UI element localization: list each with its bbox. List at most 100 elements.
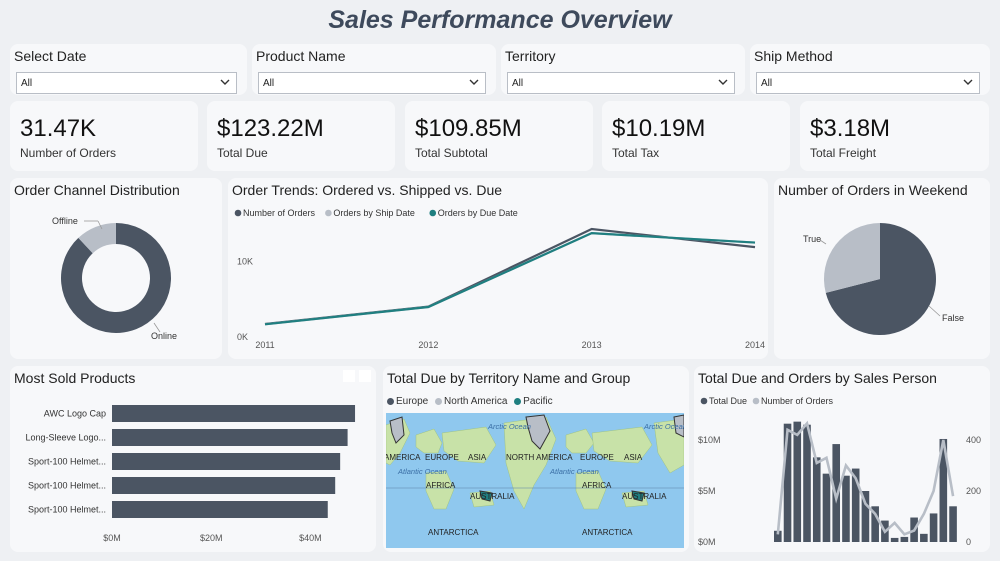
x-tick-label: 2013 (582, 340, 602, 350)
legend-label: Orders by Due Date (438, 208, 518, 218)
chart-title: Number of Orders in Weekend (778, 182, 968, 198)
slicer-product-name: Product Name All (252, 44, 496, 95)
map-label: Atlantic Ocean (549, 467, 599, 476)
kpi-label: Number of Orders (20, 146, 117, 160)
pie-chart[interactable]: False True (774, 178, 990, 359)
bar-chart[interactable]: AWC Logo Cap Long-Sleeve Logo... Sport-100… (10, 366, 376, 552)
continent (425, 470, 455, 510)
slice-label: False (942, 313, 964, 323)
bar (920, 533, 928, 542)
kpi-card-freight: $3.18M Total Freight (800, 101, 989, 171)
continent (591, 426, 653, 464)
x-tick-label: $40M (299, 533, 322, 543)
y-tick-label: 0K (237, 332, 248, 342)
chevron-down-icon (220, 79, 230, 85)
series-line (264, 232, 756, 326)
bar (842, 475, 850, 542)
product-dropdown[interactable]: All (258, 72, 486, 94)
dropdown-value: All (761, 78, 773, 89)
kpi-value: 31.47K (20, 115, 97, 142)
bar (112, 429, 348, 446)
dropdown-value: All (263, 78, 275, 89)
map-label: Arctic Ocean (643, 422, 684, 431)
chevron-down-icon (469, 79, 479, 85)
line-chart[interactable]: Number of Orders Orders by Ship Date Order… (228, 178, 768, 359)
kpi-value: $109.85M (415, 115, 522, 142)
bar (900, 536, 909, 542)
page-title: Sales Performance Overview (328, 6, 672, 34)
bar (851, 468, 860, 542)
ship-method-dropdown[interactable]: All (756, 72, 980, 94)
y-tick-label-right: 400 (966, 435, 981, 445)
chart-title: Total Due by Territory Name and Group (387, 370, 631, 386)
y-tick-label-left: $10M (698, 435, 721, 445)
legend-marker (234, 209, 242, 217)
focus-mode-button[interactable] (343, 370, 355, 382)
x-tick-label: $0M (103, 533, 121, 543)
sales-person-card: Total Due and Orders by Sales Person Tot… (694, 366, 990, 552)
bar (774, 530, 782, 542)
legend-north-america: North America (435, 396, 507, 407)
combo-chart[interactable]: Total Due Number of Orders $0M $5M $10M 0 200 4… (694, 366, 990, 552)
bar (112, 501, 328, 518)
legend-marker (429, 209, 437, 217)
chevron-down-icon (963, 79, 973, 85)
bar-label: Sport-100 Helmet... (28, 505, 106, 515)
legend-marker (752, 397, 760, 405)
legend-label: Total Due (709, 396, 747, 406)
territory-dropdown[interactable]: All (507, 72, 735, 94)
leader-line (153, 322, 161, 333)
legend-label: Orders by Ship Date (333, 208, 415, 218)
bar (783, 423, 792, 542)
bar (861, 491, 870, 542)
bar-label: Sport-100 Helmet... (28, 457, 106, 467)
slicer-label: Product Name (256, 48, 346, 64)
bar-label: Sport-100 Helmet... (28, 481, 106, 491)
more-options-button[interactable] (359, 370, 371, 382)
leader-line (928, 305, 941, 317)
map-label: AFRICA (582, 481, 612, 490)
pie-slice (825, 223, 936, 335)
map-label: EUROPE (580, 453, 614, 462)
most-sold-products-card: Most Sold Products AWC Logo Cap Long-Slee… (10, 366, 376, 552)
kpi-value: $3.18M (810, 115, 891, 142)
map-label: EUROPE (425, 453, 459, 462)
map-label: ASIA (624, 453, 643, 462)
slice-label: Online (151, 331, 177, 341)
x-tick-label: 2014 (745, 340, 765, 350)
territory-north-america (525, 414, 551, 450)
kpi-value: $10.19M (612, 115, 706, 142)
territory-map-card: Total Due by Territory Name and Group Eu… (383, 366, 689, 552)
x-tick-label: 2012 (418, 340, 438, 350)
donut-slice (78, 223, 116, 254)
map-label: Arctic Ocean (487, 422, 531, 431)
territory-north-america (673, 414, 684, 438)
kpi-card-orders: 31.47K Number of Orders (10, 101, 198, 171)
slice-label: True (803, 234, 821, 244)
bar (871, 506, 879, 542)
legend-label: Number of Orders (243, 208, 316, 218)
leader-line (819, 239, 827, 245)
slice-label: Offline (52, 216, 78, 226)
map-label: Atlantic Ocean (397, 467, 447, 476)
donut-chart[interactable]: Online Offline (10, 178, 222, 359)
map-label: AUSTRALIA (622, 492, 667, 501)
map-label: ANTARCTICA (428, 528, 479, 537)
world-map[interactable]: AMERICA EUROPE ASIA NORTH AMERICA EUROPE ASIA… (386, 413, 684, 548)
legend-marker (325, 209, 332, 217)
map-label: ASIA (468, 453, 487, 462)
slicer-select-date: Select Date All (10, 44, 247, 95)
bar (112, 477, 336, 494)
leader-line (97, 220, 103, 230)
bar (803, 424, 811, 542)
dropdown-value: All (21, 78, 33, 89)
kpi-label: Total Tax (612, 146, 660, 160)
y-tick-label-left: $5M (698, 486, 716, 496)
bar (793, 421, 802, 542)
bar (832, 444, 841, 542)
slicer-label: Ship Method (754, 48, 833, 64)
chevron-down-icon (718, 79, 728, 85)
date-dropdown[interactable]: All (16, 72, 237, 94)
kpi-label: Total Subtotal (415, 146, 488, 160)
legend-pacific: Pacific (514, 396, 553, 407)
